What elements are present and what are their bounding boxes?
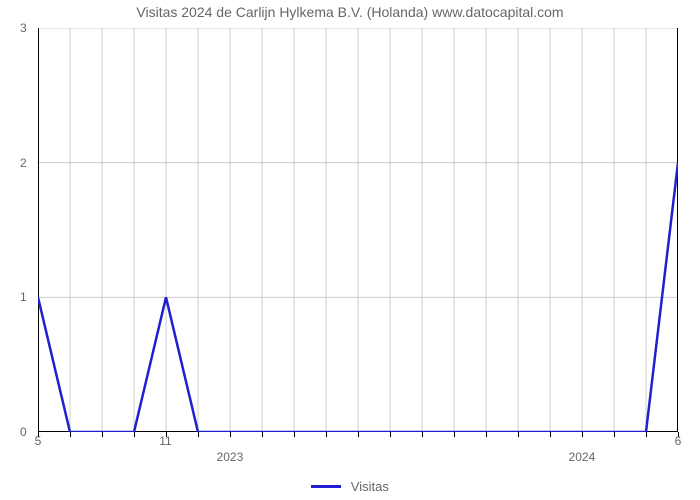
x-tick-mark <box>390 432 391 437</box>
x-tick-mark <box>102 432 103 437</box>
x-tick-mark <box>454 432 455 437</box>
legend-swatch <box>311 485 341 488</box>
y-tick-label: 2 <box>20 156 27 170</box>
plot-area <box>38 28 678 432</box>
x-tick-mark <box>646 432 647 437</box>
x-tick-mark <box>70 432 71 437</box>
x-tick-mark <box>294 432 295 437</box>
y-tick-label: 0 <box>20 425 27 439</box>
x-tick-mark <box>358 432 359 437</box>
x-tick-mark <box>134 432 135 437</box>
x-tick-mark <box>38 432 39 437</box>
x-tick-mark <box>486 432 487 437</box>
x-tick-mark <box>678 432 679 437</box>
x-tick-mark <box>326 432 327 437</box>
chart-legend: Visitas <box>0 478 700 494</box>
x-tick-mark <box>550 432 551 437</box>
legend-label: Visitas <box>351 479 389 494</box>
y-tick-label: 3 <box>20 21 27 35</box>
x-tick-mark <box>422 432 423 437</box>
x-tick-mark <box>582 432 583 437</box>
x-tick-mark <box>262 432 263 437</box>
y-tick-label: 1 <box>20 290 27 304</box>
x-tick-mark <box>198 432 199 437</box>
x-tick-mark <box>518 432 519 437</box>
x-tick-mark <box>614 432 615 437</box>
x-year-label: 2024 <box>569 450 596 464</box>
x-tick-mark <box>230 432 231 437</box>
visits-line-chart: Visitas 2024 de Carlijn Hylkema B.V. (Ho… <box>0 0 700 500</box>
chart-title: Visitas 2024 de Carlijn Hylkema B.V. (Ho… <box>0 4 700 20</box>
x-year-label: 2023 <box>217 450 244 464</box>
x-tick-mark <box>166 432 167 437</box>
